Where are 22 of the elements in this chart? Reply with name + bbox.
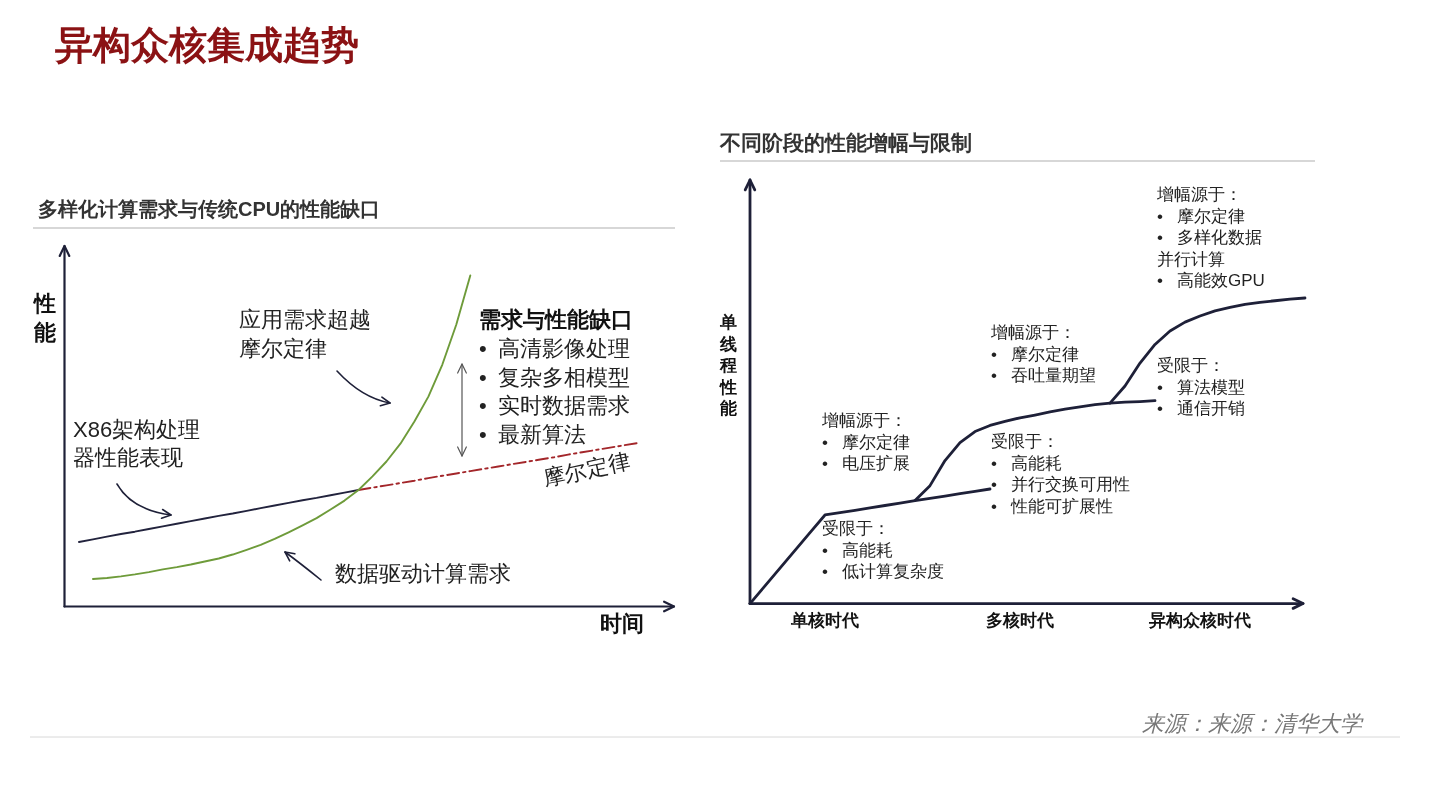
x-tick-label: 异构众核时代 xyxy=(1148,611,1251,630)
annotation: 应用需求超越摩尔定律 xyxy=(239,307,371,361)
text: 增幅源于： • 摩尔定律 • 多样化数据并行计算 • 高能效GPU xyxy=(1156,185,1265,290)
text: X86架构处理器性能表现 xyxy=(73,417,201,470)
annotation: 数据驱动计算需求 xyxy=(335,561,511,586)
chart-subtitle: 多样化计算需求与传统CPU的性能缺口 xyxy=(38,198,381,220)
annotation: 需求与性能缺口 xyxy=(479,307,633,332)
x-tick-label: 多核时代 xyxy=(986,611,1054,630)
annotation: 受限于： • 高能耗 • 低计算复杂度 xyxy=(822,519,944,581)
y-axis-title: 性能 xyxy=(32,291,56,345)
annotation: 受限于： • 算法模型 • 通信开销 xyxy=(1157,356,1245,418)
x-axis-title: 时间 xyxy=(600,611,644,636)
annotation: 增幅源于： • 摩尔定律 • 电压扩展 xyxy=(821,411,910,473)
annotation: 增幅源于： • 摩尔定律 • 吞吐量期望 xyxy=(990,323,1096,385)
annotation: 受限于： • 高能耗 • 并行交换可用性 • 性能可扩展性 xyxy=(991,432,1130,516)
chart-title: 异构众核集成趋势 xyxy=(54,24,359,66)
source-note: 来源：来源：清华大学 xyxy=(1142,711,1364,736)
text: 摩尔定律 xyxy=(540,448,633,492)
annotation: • 高清影像处理 • 复杂多相模型 • 实时数据需求 • 最新算法 xyxy=(479,336,630,448)
x-tick-label: 单核时代 xyxy=(790,611,859,630)
chart-title: 不同阶段的性能增幅与限制 xyxy=(719,131,972,154)
y-axis-title: 单线程性能 xyxy=(718,313,737,418)
